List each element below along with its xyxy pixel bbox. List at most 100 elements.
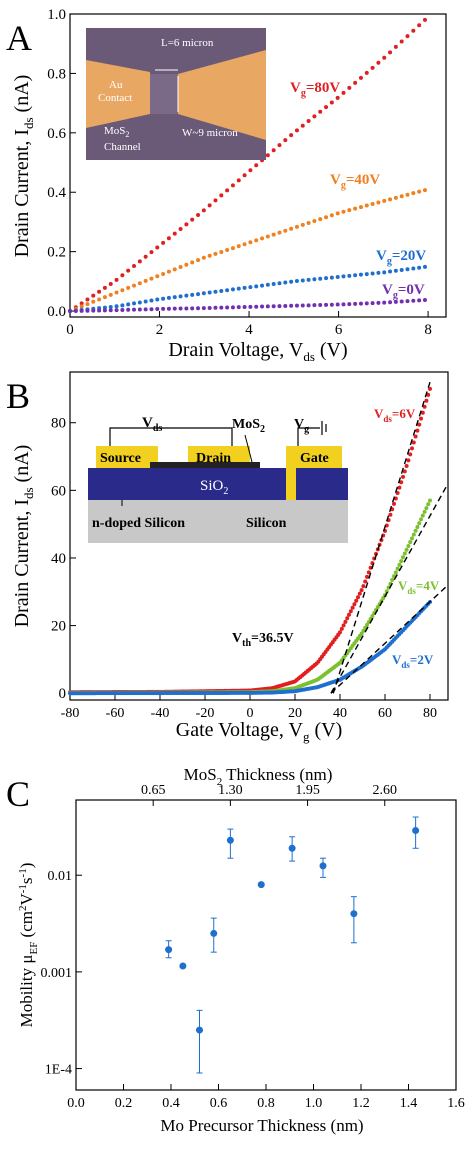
data-point — [341, 209, 346, 214]
data-point — [312, 277, 317, 282]
panel-c-xtick-label: 1.2 — [352, 1096, 370, 1111]
data-point — [364, 272, 369, 277]
data-point — [294, 224, 299, 229]
data-point — [114, 304, 119, 309]
data-point — [165, 946, 173, 954]
data-point — [376, 200, 381, 205]
data-point — [184, 306, 189, 311]
data-point — [85, 302, 90, 307]
source-contact — [96, 446, 158, 468]
data-point — [260, 236, 265, 241]
panel-a-xtick-label: 4 — [245, 322, 253, 338]
linear-fit-line — [332, 381, 431, 694]
data-point — [339, 626, 344, 631]
panel-label-c: C — [6, 774, 30, 814]
panel-a: A 0 2 4 6 8 0.0 0.2 0.4 0.6 0.8 1.0 L=6 micron Au … — [6, 7, 447, 364]
panel-b-ytick-label: 80 — [51, 416, 66, 432]
gate-via — [286, 468, 296, 500]
panel-c-xtick-label: 0.0 — [67, 1096, 85, 1111]
data-point — [271, 282, 276, 287]
data-point — [347, 208, 352, 213]
data-point — [399, 480, 404, 485]
data-point — [161, 306, 166, 311]
data-point — [382, 198, 387, 203]
panel-a-frame — [69, 13, 447, 318]
data-point — [172, 231, 177, 236]
data-point — [73, 308, 78, 313]
scatter-point — [412, 816, 420, 849]
data-point — [242, 242, 247, 247]
data-point — [422, 17, 427, 22]
data-point — [120, 288, 125, 293]
data-point — [102, 305, 107, 310]
data-point — [341, 302, 346, 307]
label-vg-20v: Vg=20V — [376, 248, 426, 267]
data-point — [312, 303, 317, 308]
data-point — [155, 307, 160, 312]
data-point — [406, 458, 411, 463]
data-point — [420, 513, 425, 518]
panel-b-xtick-label: -60 — [106, 706, 125, 721]
data-point — [420, 410, 425, 415]
data-point — [254, 163, 259, 168]
data-point — [306, 220, 311, 225]
data-point — [97, 297, 102, 302]
data-point — [108, 308, 113, 313]
scatter-point — [226, 828, 234, 859]
data-point — [161, 296, 166, 301]
data-point — [335, 274, 340, 279]
data-point — [213, 289, 218, 294]
data-point — [413, 528, 418, 533]
data-point — [178, 294, 183, 299]
data-point — [196, 258, 201, 263]
data-point — [419, 517, 423, 522]
data-point — [265, 234, 270, 239]
label-vg-40v: Vg=40V — [330, 172, 380, 191]
data-point — [289, 279, 294, 284]
panel-c-xtick-label: 0.6 — [210, 1096, 228, 1111]
data-point — [230, 287, 235, 292]
data-point — [347, 85, 352, 90]
data-point — [324, 276, 329, 281]
panel-b-frame — [69, 371, 449, 701]
data-point — [415, 525, 420, 530]
data-point — [219, 249, 224, 254]
panel-b-ylabel: Drain Current, Ids (nA) — [11, 445, 36, 628]
inset-ndoped-label: n-doped Silicon — [92, 516, 185, 531]
data-point — [347, 612, 351, 617]
scatter-point — [165, 940, 173, 959]
data-point — [277, 230, 282, 235]
data-point — [358, 272, 363, 277]
data-point — [382, 270, 387, 275]
panel-b-xtick-label: 80 — [423, 706, 437, 721]
data-point — [271, 232, 276, 237]
series-vg-0v — [68, 297, 427, 314]
data-point — [126, 302, 131, 307]
data-point — [341, 90, 346, 95]
data-point — [254, 284, 259, 289]
data-point — [132, 264, 137, 269]
data-point — [376, 270, 381, 275]
data-point — [260, 283, 265, 288]
data-point — [172, 306, 177, 311]
data-point — [402, 469, 407, 474]
data-point — [393, 195, 398, 200]
data-point — [289, 133, 294, 138]
data-point — [381, 596, 386, 601]
panel-c-top-xtick-label: 2.60 — [373, 783, 398, 798]
inset-l-label: L=6 micron — [161, 37, 214, 49]
data-point — [401, 474, 405, 479]
data-point — [283, 228, 288, 233]
data-point — [225, 305, 230, 310]
data-point — [388, 300, 393, 305]
label-vds-2v: Vds=2V — [392, 652, 434, 670]
data-point — [324, 302, 329, 307]
panel-a-xlabel: Drain Voltage, Vds (V) — [168, 339, 347, 364]
data-point — [225, 288, 230, 293]
data-point — [370, 271, 375, 276]
data-point — [357, 591, 362, 596]
data-point — [155, 297, 160, 302]
panel-a-series — [68, 17, 427, 314]
data-point — [405, 192, 410, 197]
data-point — [353, 273, 358, 278]
